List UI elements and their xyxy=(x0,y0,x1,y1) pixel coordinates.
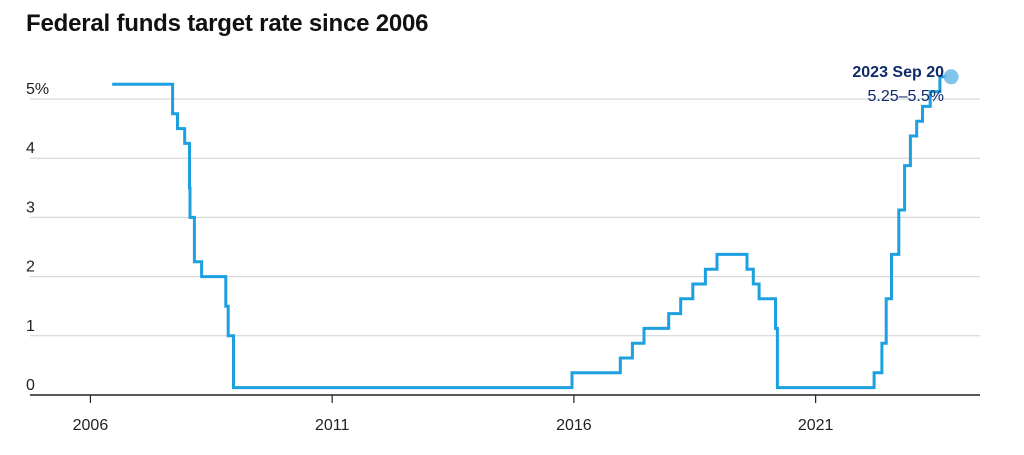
series-line-0 xyxy=(112,75,948,390)
y-tick-label-0: 0 xyxy=(26,377,35,394)
x-tick-label-2006: 2006 xyxy=(73,417,109,434)
grid-lines xyxy=(30,98,980,337)
y-tick-label-5: 5% xyxy=(26,81,49,98)
y-axis-tick-labels: 0 1 2 3 4 5% xyxy=(26,81,49,394)
annotation-group: 2023 Sep 20 5.25–5.5% xyxy=(852,64,959,105)
series-group xyxy=(112,75,948,390)
y-tick-label-2: 2 xyxy=(26,259,35,276)
x-tick-label-2021: 2021 xyxy=(798,417,834,434)
y-tick-label-4: 4 xyxy=(26,140,35,157)
annotation-marker xyxy=(943,69,959,85)
x-tick-label-2011: 2011 xyxy=(315,417,350,434)
x-axis: 2006 2011 2016 2021 xyxy=(30,394,980,434)
y-tick-label-3: 3 xyxy=(26,199,35,216)
x-tick-label-2016: 2016 xyxy=(556,417,592,434)
y-tick-label-1: 1 xyxy=(26,318,35,335)
annotation-value: 5.25–5.5% xyxy=(867,88,944,105)
chart-title: Federal funds target rate since 2006 xyxy=(26,10,429,37)
annotation-date: 2023 Sep 20 xyxy=(852,64,944,81)
